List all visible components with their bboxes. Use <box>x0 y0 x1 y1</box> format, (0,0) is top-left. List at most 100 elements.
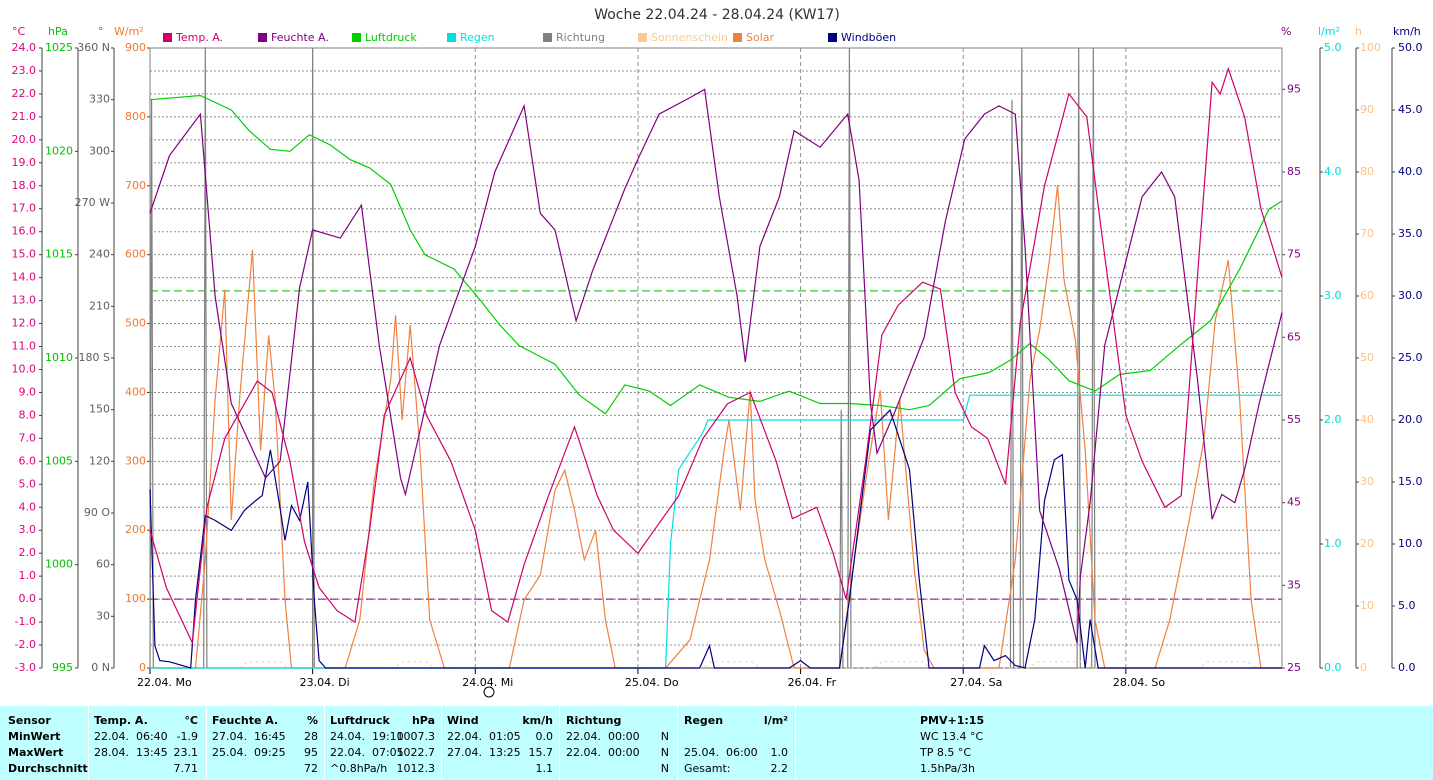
y-tick-label: 100 <box>125 592 146 605</box>
y-tick-label: 330 <box>89 93 110 106</box>
table-cell: 25.04. 09:25 <box>212 746 286 759</box>
y-tick-label: 0 <box>1360 661 1367 674</box>
table-value: 1.1 <box>535 762 554 775</box>
table-cell: ^0.8hPa/h <box>330 762 388 775</box>
table-value: -1.9 <box>176 730 198 743</box>
y-tick-label: 600 <box>125 248 146 261</box>
row-label: MaxWert <box>8 746 64 759</box>
column-unit: hPa <box>411 714 435 727</box>
y-tick-label: 25 <box>1287 661 1301 674</box>
column-separator <box>441 706 442 780</box>
table-value: 2.2 <box>770 762 789 775</box>
y-tick-label: 0.0 <box>19 592 37 605</box>
table-value: 1022.7 <box>396 746 436 759</box>
y-tick-label: -3.0 <box>15 661 36 674</box>
table-cell: 25.04. 06:00 <box>684 746 758 759</box>
y-tick-label: 20 <box>1360 537 1374 550</box>
series-line <box>150 185 1282 669</box>
legend-swatch <box>352 33 361 42</box>
table-cell: 27.04. 13:25 <box>447 746 521 759</box>
y-tick-label: 13.0 <box>12 294 37 307</box>
x-tick-label: 27.04. Sa <box>950 676 1002 689</box>
axis-unit: l/m² <box>1318 25 1340 38</box>
y-tick-label: 270 W <box>75 196 110 209</box>
y-tick-label: 19.0 <box>12 156 37 169</box>
table-cell: WC 13.4 °C <box>920 730 984 743</box>
y-tick-label: 8.0 <box>19 408 37 421</box>
column-separator <box>206 706 207 780</box>
column-title: Temp. A. <box>94 714 148 727</box>
legend-swatch <box>258 33 267 42</box>
y-tick-label: 100 <box>1360 41 1381 54</box>
table-cell: 22.04. 00:00 <box>566 730 640 743</box>
y-tick-label: 14.0 <box>12 271 37 284</box>
legend-label: Feuchte A. <box>271 31 329 44</box>
y-tick-label: 300 <box>89 144 110 157</box>
series-line <box>149 94 1283 415</box>
y-tick-label: 2.0 <box>1324 413 1342 426</box>
legend-label: Temp. A. <box>175 31 223 44</box>
table-cell: 22.04. 00:00 <box>566 746 640 759</box>
y-tick-label: 6.0 <box>19 454 37 467</box>
table-value: N <box>660 730 669 743</box>
row-label: Durchschnitt <box>8 762 88 775</box>
table-cell: 1.5hPa/3h <box>920 762 976 775</box>
y-tick-label: 2.0 <box>19 546 37 559</box>
table-value: 1.0 <box>770 746 789 759</box>
y-tick-label: 1005 <box>45 454 73 467</box>
legend-label: Sonnenschein <box>651 31 728 44</box>
table-cell: TP 8.5 °C <box>920 746 972 759</box>
y-tick-label: 5.0 <box>1398 599 1416 612</box>
cursor-marker <box>483 686 495 698</box>
y-tick-label: 21.0 <box>12 110 37 123</box>
legend-label: Richtung <box>556 31 605 44</box>
y-tick-label: 10 <box>1360 599 1374 612</box>
y-tick-label: 15.0 <box>1398 475 1423 488</box>
y-tick-label: 20.0 <box>12 133 37 146</box>
y-tick-label: 60 <box>1360 289 1374 302</box>
y-tick-label: 18.0 <box>12 179 37 192</box>
x-tick-label: 26.04. Fr <box>788 676 837 689</box>
y-tick-label: 50.0 <box>1398 41 1423 54</box>
legend-label: Regen <box>460 31 495 44</box>
legend-swatch <box>163 33 172 42</box>
y-tick-label: 360 N <box>77 41 110 54</box>
y-tick-label: 1010 <box>45 351 73 364</box>
x-tick-label: 23.04. Di <box>300 676 350 689</box>
column-separator <box>677 706 678 780</box>
legend-swatch <box>543 33 552 42</box>
y-tick-label: 240 <box>89 248 110 261</box>
column-separator <box>88 706 89 780</box>
y-tick-label: 40.0 <box>1398 165 1423 178</box>
y-tick-label: 700 <box>125 179 146 192</box>
y-tick-label: 45.0 <box>1398 103 1423 116</box>
y-tick-label: 70 <box>1360 227 1374 240</box>
y-tick-label: 11.0 <box>12 340 37 353</box>
y-tick-label: 95 <box>1287 82 1301 95</box>
y-tick-label: 65 <box>1287 330 1301 343</box>
series-line <box>149 408 1282 669</box>
column-title: Wind <box>447 714 479 727</box>
y-tick-label: 995 <box>52 661 73 674</box>
y-tick-label: 1.0 <box>1324 537 1342 550</box>
y-tick-label: -2.0 <box>15 638 36 651</box>
table-cell: 22.04. 01:05 <box>447 730 521 743</box>
y-tick-label: -1.0 <box>15 615 36 628</box>
table-cell: 22.04. 06:40 <box>94 730 168 743</box>
column-separator <box>795 706 796 780</box>
series-line <box>150 394 1282 669</box>
x-tick-label: 28.04. So <box>1113 676 1165 689</box>
plot-frame <box>149 47 1283 669</box>
table-value: 28 <box>304 730 318 743</box>
y-tick-label: 3.0 <box>19 523 37 536</box>
y-tick-label: 10.0 <box>1398 537 1423 550</box>
legend-swatch <box>828 33 837 42</box>
series-line <box>149 47 1282 669</box>
y-tick-label: 1025 <box>45 41 73 54</box>
y-tick-label: 30 <box>96 609 110 622</box>
y-tick-label: 1020 <box>45 144 73 157</box>
column-unit: °C <box>184 714 198 727</box>
y-tick-label: 55 <box>1287 413 1301 426</box>
legend-swatch <box>447 33 456 42</box>
